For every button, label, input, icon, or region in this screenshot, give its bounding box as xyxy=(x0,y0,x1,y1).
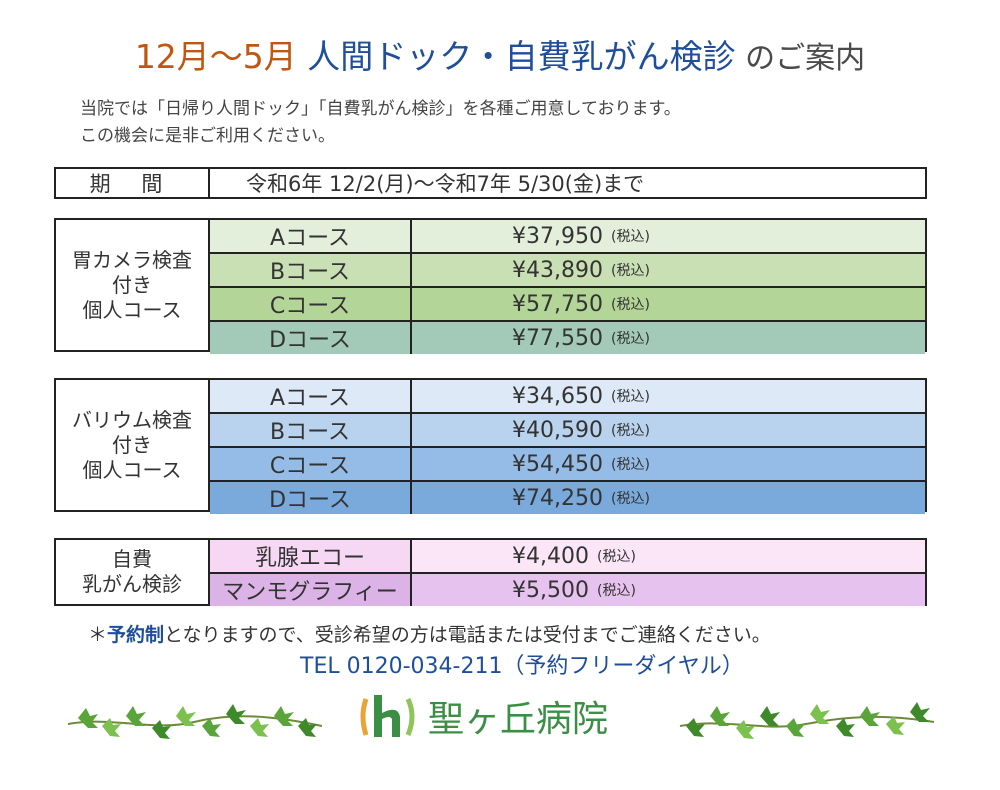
course-row: Aコース ¥37,950 (税込) xyxy=(210,220,925,254)
course-name: Dコース xyxy=(210,482,412,514)
intro-line-1: 当院では「日帰り人間ドック」「自費乳がん検診」を各種ご用意しております。 xyxy=(80,99,681,119)
course-row: 乳腺エコー ¥4,400 (税込) xyxy=(210,540,925,574)
reservation-highlight: 予約制 xyxy=(107,624,165,646)
period-label: 期 間 xyxy=(56,169,210,197)
course-name: マンモグラフィー xyxy=(210,574,412,606)
course-block-breast-screening: 自費 乳がん検診 乳腺エコー ¥4,400 (税込) マンモグラフィー ¥5,50… xyxy=(54,538,927,606)
category-label: 自費 乳がん検診 xyxy=(56,540,210,604)
course-price: ¥43,890 (税込) xyxy=(412,254,925,286)
course-name: Bコース xyxy=(210,414,412,446)
course-name: Cコース xyxy=(210,448,412,480)
phone-number[interactable]: TEL 0120-034-211（予約フリーダイヤル） xyxy=(300,654,744,679)
title-suffix: のご案内 xyxy=(735,41,866,76)
course-name: Aコース xyxy=(210,220,412,252)
course-row: Bコース ¥40,590 (税込) xyxy=(210,414,925,448)
course-row: マンモグラフィー ¥5,500 (税込) xyxy=(210,574,925,606)
category-label: 胃カメラ検査 付き 個人コース xyxy=(56,220,210,350)
course-price: ¥74,250 (税込) xyxy=(412,482,925,514)
course-name: Bコース xyxy=(210,254,412,286)
period-box: 期 間 令和6年 12/2(月)〜令和7年 5/30(金)まで xyxy=(54,167,927,199)
intro-line-2: この機会に是非ご利用ください。 xyxy=(80,126,335,146)
ivy-vine-icon xyxy=(67,704,323,739)
course-price: ¥5,500 (税込) xyxy=(412,574,925,606)
course-row: Bコース ¥43,890 (税込) xyxy=(210,254,925,288)
course-block-barium: バリウム検査 付き 個人コース Aコース ¥34,650 (税込) Bコース ¥4… xyxy=(54,378,927,514)
title-main: 人間ドック・自費乳がん検診 xyxy=(307,37,736,76)
course-price: ¥37,950 (税込) xyxy=(412,220,925,252)
course-name: Aコース xyxy=(210,380,412,412)
course-price: ¥34,650 (税込) xyxy=(412,380,925,412)
course-price: ¥40,590 (税込) xyxy=(412,414,925,446)
course-row: Dコース ¥77,550 (税込) xyxy=(210,322,925,354)
course-row: Cコース ¥57,750 (税込) xyxy=(210,288,925,322)
hospital-name: 聖ヶ丘病院 xyxy=(428,699,609,740)
course-row: Dコース ¥74,250 (税込) xyxy=(210,482,925,514)
course-name: Dコース xyxy=(210,322,412,354)
hospital-logo: 聖ヶ丘病院 xyxy=(358,690,608,742)
hospital-logo-icon xyxy=(360,695,415,737)
ivy-vine-icon xyxy=(679,702,935,739)
course-row: Cコース ¥54,450 (税込) xyxy=(210,448,925,482)
course-price: ¥57,750 (税込) xyxy=(412,288,925,320)
course-price: ¥4,400 (税込) xyxy=(412,540,925,572)
course-block-gastroscopy: 胃カメラ検査 付き 個人コース Aコース ¥37,950 (税込) Bコース ¥4… xyxy=(54,218,927,354)
page-title: 12月〜5月 人間ドック・自費乳がん検診 のご案内 xyxy=(0,30,1000,78)
course-name: Cコース xyxy=(210,288,412,320)
intro-text: 当院では「日帰り人間ドック」「自費乳がん検診」を各種ご用意しております。 この機… xyxy=(80,96,681,150)
category-label: バリウム検査 付き 個人コース xyxy=(56,380,210,510)
reservation-note: ＊予約制となりますので、受診希望の方は電話または受付までご連絡ください。 xyxy=(88,624,771,646)
course-price: ¥77,550 (税込) xyxy=(412,322,925,354)
title-period: 12月〜5月 xyxy=(134,37,308,76)
period-value: 令和6年 12/2(月)〜令和7年 5/30(金)まで xyxy=(246,172,645,196)
course-name: 乳腺エコー xyxy=(210,540,412,572)
course-row: Aコース ¥34,650 (税込) xyxy=(210,380,925,414)
course-price: ¥54,450 (税込) xyxy=(412,448,925,480)
